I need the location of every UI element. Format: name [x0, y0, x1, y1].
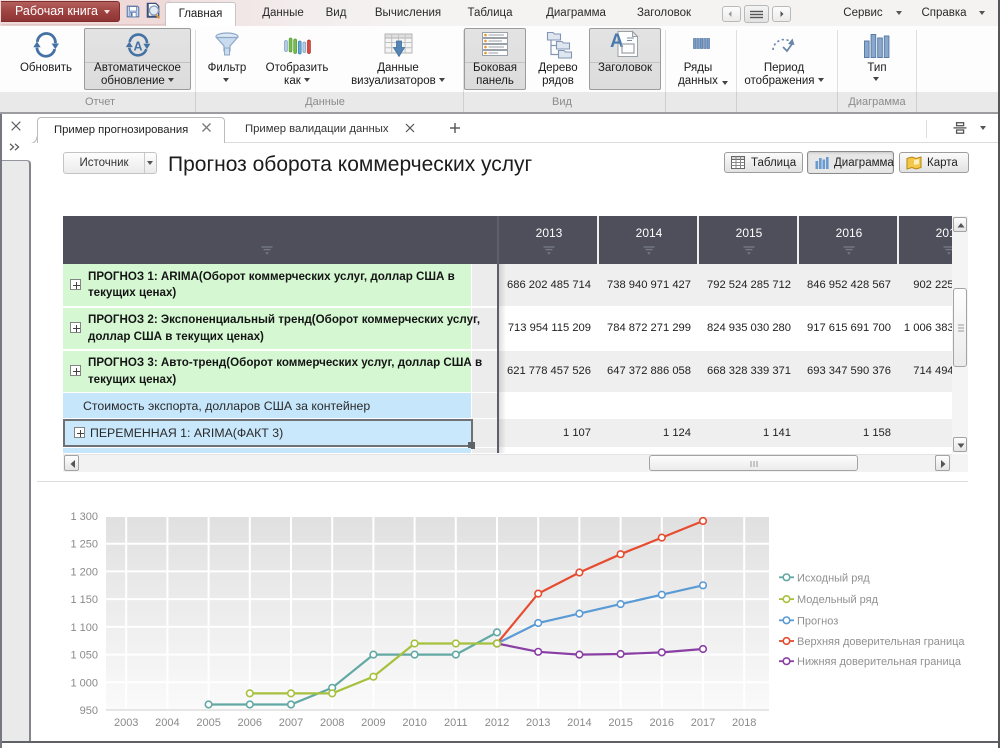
- svg-text:2009: 2009: [361, 717, 385, 729]
- svg-text:2017: 2017: [691, 717, 715, 729]
- svg-text:1 250: 1 250: [70, 539, 98, 551]
- svg-text:2016: 2016: [650, 717, 674, 729]
- svg-text:950: 950: [80, 705, 98, 717]
- svg-text:2004: 2004: [155, 717, 179, 729]
- svg-text:Прогноз: Прогноз: [797, 615, 838, 627]
- svg-text:2007: 2007: [279, 717, 303, 729]
- svg-text:1 150: 1 150: [70, 594, 98, 606]
- svg-text:2010: 2010: [402, 717, 426, 729]
- svg-text:Верхняя доверительная граница: Верхняя доверительная граница: [797, 636, 965, 648]
- svg-text:Нижняя доверительная граница: Нижняя доверительная граница: [797, 656, 962, 668]
- svg-text:Модельный ряд: Модельный ряд: [797, 594, 879, 606]
- svg-text:1 300: 1 300: [70, 511, 98, 523]
- svg-text:2006: 2006: [238, 717, 262, 729]
- svg-text:2008: 2008: [320, 717, 344, 729]
- svg-text:2012: 2012: [485, 717, 509, 729]
- svg-text:1 050: 1 050: [70, 650, 98, 662]
- svg-text:2014: 2014: [567, 717, 591, 729]
- svg-text:1 200: 1 200: [70, 566, 98, 578]
- svg-text:1 100: 1 100: [70, 622, 98, 634]
- svg-text:A: A: [133, 40, 142, 54]
- svg-text:A: A: [610, 31, 624, 52]
- svg-text:2013: 2013: [526, 717, 550, 729]
- svg-text:2015: 2015: [608, 717, 632, 729]
- svg-text:2005: 2005: [196, 717, 220, 729]
- svg-text:2018: 2018: [732, 717, 756, 729]
- svg-text:2003: 2003: [114, 717, 138, 729]
- svg-text:1 000: 1 000: [70, 677, 98, 689]
- svg-text:2011: 2011: [444, 717, 468, 729]
- svg-text:Исходный ряд: Исходный ряд: [797, 572, 870, 584]
